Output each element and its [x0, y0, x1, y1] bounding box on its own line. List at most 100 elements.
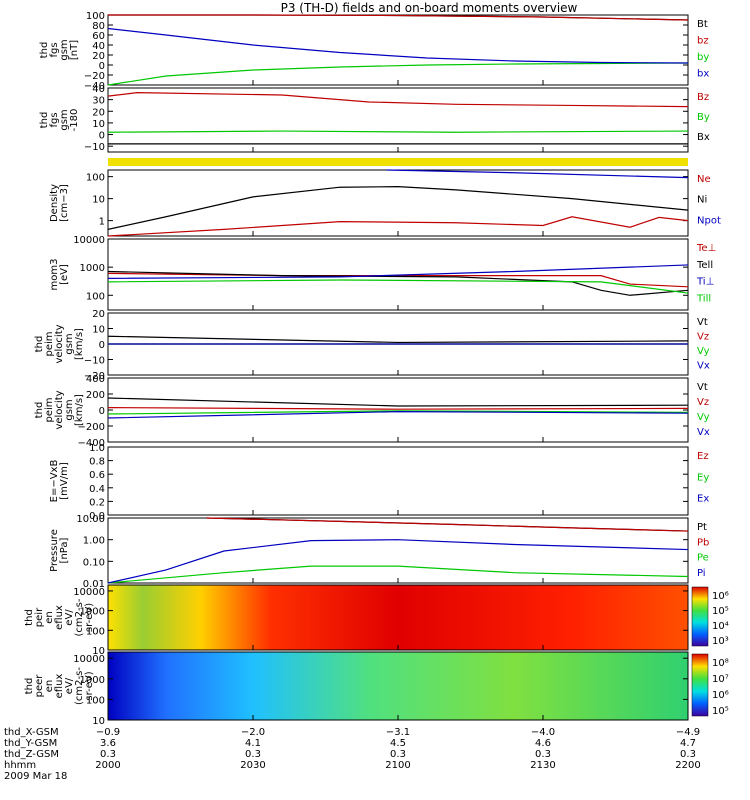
ylabel-vel_i: gsm [64, 399, 75, 420]
legend-Ey: Ey [697, 472, 709, 483]
ylabel-temp: [eV] [59, 264, 70, 285]
legend-Ti⊥: Ti⊥ [696, 277, 714, 288]
ylabel-ion_spec: peir [34, 607, 45, 627]
series-by [107, 62, 689, 86]
legend-Vt: Vt [697, 317, 708, 328]
ylabel-vel_e: peim [44, 331, 55, 356]
ytick-label: 0 [99, 406, 105, 417]
footer-label: thd_Y-GSM [4, 738, 57, 749]
spectrogram-ion_spec [108, 585, 688, 650]
ytick-label: 0 [99, 61, 105, 72]
ytick-label: 1000 [80, 607, 105, 618]
ytick-label: 10 [92, 325, 105, 336]
ylabel-ion_spec: sr-eV) [84, 603, 95, 632]
colorbar-tick: 10⁵ [712, 706, 729, 717]
colorbar-tick: 10⁸ [712, 658, 729, 669]
legend-by: by [697, 52, 709, 63]
colorbar-tick: 10⁶ [712, 690, 729, 701]
chart-title: P3 (TH-D) fields and on-board moments ov… [281, 1, 578, 15]
footer-value: 2200 [675, 760, 700, 771]
series-Vt [107, 335, 689, 344]
panel-density [107, 169, 689, 237]
ylabel-density: [cm−3] [59, 184, 70, 222]
footer-value: −4.9 [676, 727, 700, 738]
ylabel-fgs_gsm: [nT] [69, 40, 80, 60]
panel-ion_spec [107, 584, 709, 651]
ylabel-elec_spec: (cm2-s- [74, 667, 85, 705]
ytick-label: 20 [92, 107, 105, 118]
colorbar-ion_spec [691, 586, 709, 647]
ytick-label: 1.0 [89, 443, 105, 454]
footer-label: thd_X-GSM [4, 727, 59, 738]
ylabel-efield: [mV/m] [59, 462, 70, 500]
series-Vz [107, 407, 689, 410]
ytick-label: 0.01 [83, 579, 105, 590]
ytick-label: 0.6 [89, 470, 105, 481]
ytick-label: 10000 [73, 587, 105, 598]
footer-value: 2000 [95, 760, 120, 771]
ylabel-vel_i: peim [44, 397, 55, 422]
flag-bar [108, 158, 688, 166]
footer-value: 3.6 [100, 738, 116, 749]
footer-value: −0.9 [96, 727, 120, 738]
series-bz [108, 14, 689, 21]
ylabel-pressure: Pressure [49, 529, 60, 572]
legend-bx: bx [697, 69, 709, 80]
footer-value: 0.3 [680, 749, 696, 760]
series-Ni [107, 186, 689, 230]
ytick-label: 1 [99, 217, 105, 228]
ytick-label: −10 [84, 356, 105, 367]
legend-Tell: Tell [696, 260, 713, 271]
ytick-label: 100 [86, 173, 105, 184]
footer-value: 2100 [385, 760, 410, 771]
panel-pressure [107, 517, 689, 584]
footer-value: 4.6 [535, 738, 551, 749]
series-Pb [206, 517, 689, 532]
legend-Ez: Ez [697, 451, 709, 462]
ylabel-pressure: [nPa] [59, 537, 70, 563]
footer-value: 0.3 [100, 749, 116, 760]
legend-Ex: Ex [697, 494, 709, 505]
ylabel-fgs_gse: gsm [59, 109, 70, 130]
ytick-label: 100 [86, 11, 105, 22]
ytick-label: 0.10 [83, 557, 105, 568]
panel-frame [107, 377, 689, 443]
series-Pi [107, 539, 689, 584]
ytick-label: 0.0 [89, 511, 105, 522]
series-Ne [107, 216, 689, 237]
ylabel-vel_e: thd [34, 336, 45, 353]
ytick-label: 100 [86, 291, 105, 302]
colorbar-tick: 10⁶ [712, 591, 729, 602]
legend-Bx: Bx [697, 132, 710, 143]
ylabel-fgs_gsm: fgs [49, 42, 60, 57]
ylabel-ion_spec: en [44, 611, 55, 624]
ytick-label: 10 [92, 195, 105, 206]
colorbar-tick: 10⁵ [712, 606, 729, 617]
ytick-label: 100 [86, 695, 105, 706]
ytick-label: 0.2 [89, 497, 105, 508]
ytick-label: 1.00 [83, 536, 105, 547]
ylabel-ion_spec: (cm2-s- [74, 598, 85, 636]
footer-label: thd_Z-GSM [4, 749, 59, 760]
legend-Ne: Ne [697, 174, 711, 185]
ylabel-ion_spec: eV/ [64, 609, 75, 626]
ytick-label: 10000 [73, 235, 105, 246]
ylabel-vel_e: gsm [64, 333, 75, 354]
ylabel-elec_spec: en [44, 680, 55, 693]
panel-frame [107, 446, 689, 516]
ytick-label: −200 [78, 422, 105, 433]
ytick-label: 0.8 [89, 457, 105, 468]
series-Till [107, 279, 689, 294]
legend-Till: Till [696, 293, 711, 304]
series-Ti⊥ [107, 264, 689, 279]
legend-Vx: Vx [697, 427, 710, 438]
ylabel-elec_spec: eV/ [64, 677, 75, 694]
series-Bz [107, 92, 689, 108]
legend-Vt: Vt [697, 382, 708, 393]
ylabel-density: Density [49, 184, 60, 222]
ylabel-elec_spec: peer [34, 674, 45, 698]
ytick-label: 30 [92, 96, 105, 107]
ylabel-fgs_gsm: thd [39, 42, 50, 59]
footer-value: 2130 [530, 760, 555, 771]
legend-Vx: Vx [697, 361, 710, 372]
